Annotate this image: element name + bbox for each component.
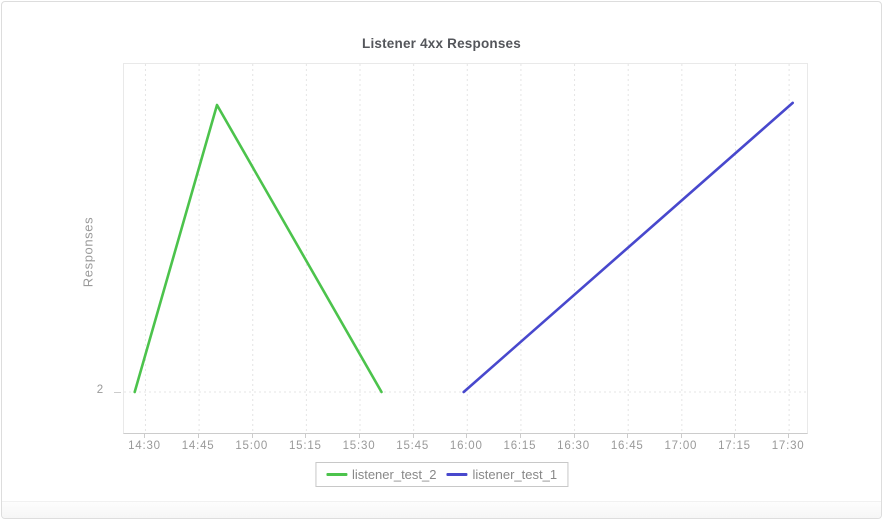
y-tick-mark bbox=[114, 392, 121, 393]
y-tick-label: 2 bbox=[96, 384, 104, 396]
x-tick-label-15:45: 15:45 bbox=[396, 440, 430, 452]
x-tick-label-15:15: 15:15 bbox=[288, 440, 322, 452]
x-tick-mark-16:45 bbox=[627, 433, 629, 438]
x-tick-mark-17:00 bbox=[680, 433, 682, 438]
legend-line-swatch-blue bbox=[446, 473, 468, 476]
legend-label: listener_test_1 bbox=[472, 467, 558, 482]
x-tick-label-14:45: 14:45 bbox=[181, 440, 215, 452]
x-tick-mark-16:30 bbox=[573, 433, 575, 438]
x-tick-mark-16:15 bbox=[519, 433, 521, 438]
legend: listener_test_2 listener_test_1 bbox=[314, 462, 569, 487]
x-tick-label-16:00: 16:00 bbox=[449, 440, 483, 452]
legend-entry-listener_test_2[interactable]: listener_test_2 bbox=[325, 467, 437, 482]
x-tick-mark-15:00 bbox=[251, 433, 253, 438]
x-tick-label-14:30: 14:30 bbox=[128, 440, 161, 452]
legend-entry-listener_test_1[interactable]: listener_test_1 bbox=[446, 467, 558, 482]
chart-title: Listener 4xx Responses bbox=[362, 36, 521, 51]
x-tick-mark-14:30 bbox=[144, 433, 146, 438]
card-footer bbox=[2, 501, 881, 518]
x-tick-label-15:00: 15:00 bbox=[235, 440, 269, 452]
x-tick-label-17:15: 17:15 bbox=[718, 440, 751, 452]
x-tick-mark-15:30 bbox=[359, 433, 360, 438]
x-tick-mark-17:15 bbox=[734, 433, 736, 438]
x-tick-mark-15:45 bbox=[412, 433, 414, 438]
x-tick-mark-16:00 bbox=[466, 433, 468, 438]
x-tick-label-17:00: 17:00 bbox=[664, 440, 698, 452]
x-tick-label-15:30: 15:30 bbox=[342, 440, 376, 452]
x-tick-label-16:45: 16:45 bbox=[610, 440, 644, 452]
plot-area[interactable] bbox=[123, 63, 808, 434]
chart-plot-svg bbox=[124, 64, 807, 433]
x-tick-mark-17:30 bbox=[788, 433, 790, 438]
x-tick-mark-15:15 bbox=[305, 433, 307, 438]
x-tick-label-16:15: 16:15 bbox=[503, 440, 537, 452]
x-tick-label-16:30: 16:30 bbox=[557, 440, 590, 452]
x-tick-label-17:30: 17:30 bbox=[771, 440, 805, 452]
legend-label: listener_test_2 bbox=[351, 467, 437, 482]
x-tick-mark-14:45 bbox=[198, 433, 200, 438]
legend-line-swatch-green bbox=[325, 473, 347, 476]
y-axis-title-text: Responses bbox=[80, 216, 96, 288]
